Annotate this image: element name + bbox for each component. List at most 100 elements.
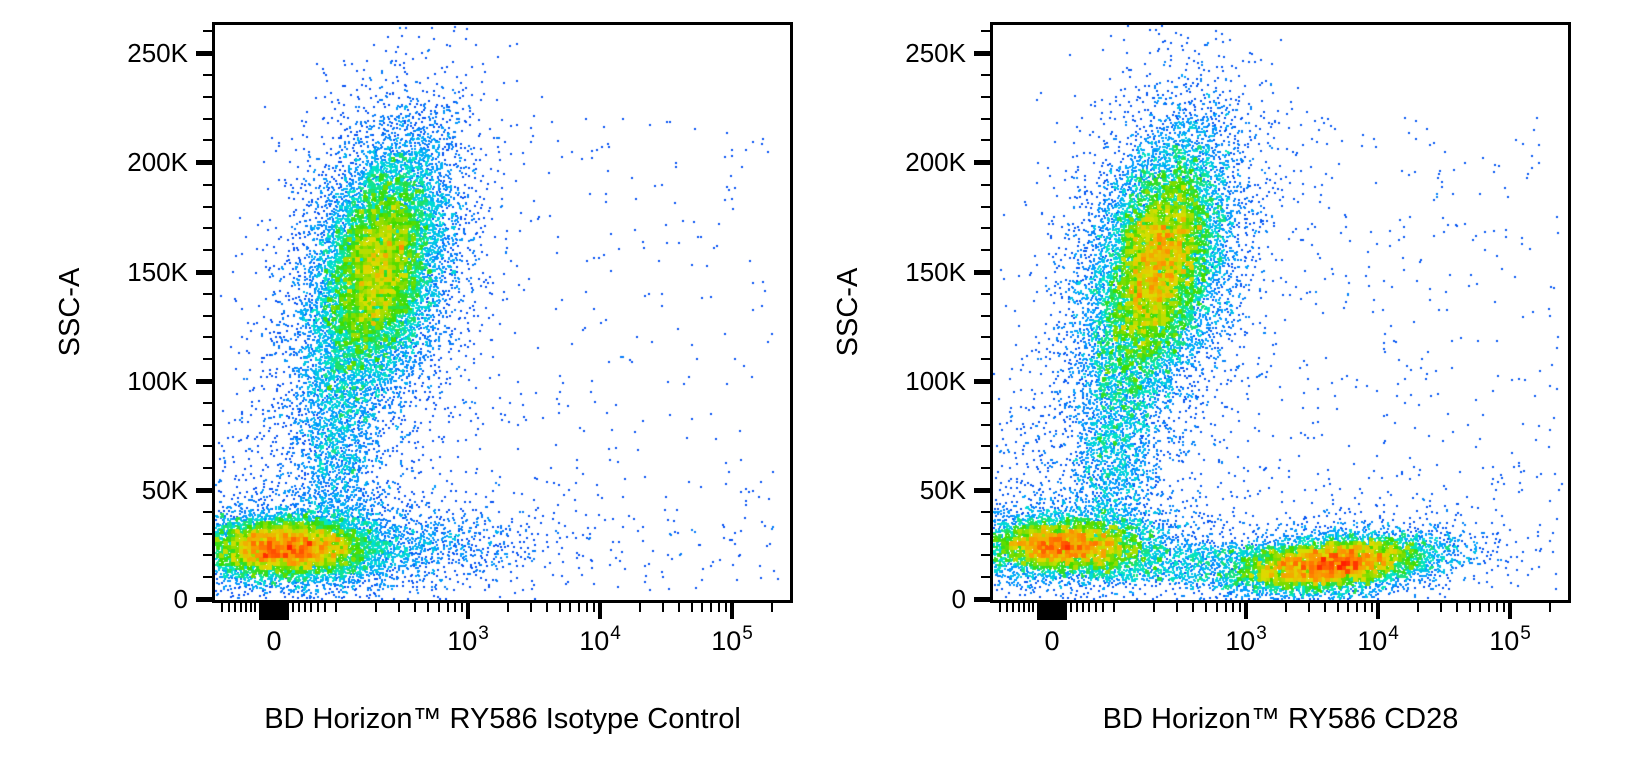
x-minor-tick: [228, 603, 230, 612]
x-minor-tick: [461, 603, 463, 612]
y-minor-tick: [203, 96, 212, 98]
x-minor-tick: [546, 603, 548, 612]
x-minor-tick: [559, 603, 561, 612]
y-minor-tick: [981, 74, 990, 76]
x-minor-tick: [1192, 603, 1194, 612]
y-minor-tick: [203, 227, 212, 229]
y-major-tick: [196, 379, 212, 384]
y-minor-tick: [203, 30, 212, 32]
x-minor-tick: [1082, 603, 1084, 612]
y-minor-tick: [981, 206, 990, 208]
x-tick-label: 0: [1044, 626, 1060, 656]
x-minor-tick: [1032, 603, 1034, 612]
y-tick-label: 0: [173, 584, 188, 614]
x-minor-tick: [999, 603, 1001, 612]
x-minor-tick: [221, 603, 223, 612]
x-minor-tick: [427, 603, 429, 612]
y-major-tick: [196, 488, 212, 493]
x-minor-tick: [725, 603, 727, 612]
y-minor-tick: [981, 554, 990, 556]
x-tick-exponent: 5: [1520, 623, 1531, 644]
y-minor-tick: [203, 184, 212, 186]
y-major-tick: [974, 379, 990, 384]
x-minor-tick: [569, 603, 571, 612]
y-tick-label: 50K: [141, 475, 188, 505]
x-tick-label: 103: [447, 623, 489, 656]
x-minor-tick: [1216, 603, 1218, 612]
x-minor-tick: [1456, 603, 1458, 612]
x-major-tick: [1508, 603, 1512, 619]
x-minor-tick: [691, 603, 693, 612]
x-minor-tick: [324, 603, 326, 612]
y-axis-title: SSC-A: [832, 267, 864, 357]
x-minor-tick: [304, 603, 306, 612]
y-major-tick: [974, 488, 990, 493]
y-axis-title: SSC-A: [54, 267, 86, 357]
y-minor-tick: [203, 139, 212, 141]
x-minor-tick: [1023, 603, 1025, 612]
x-minor-tick: [310, 603, 312, 612]
x-major-tick: [598, 603, 602, 619]
x-minor-tick: [1285, 603, 1287, 612]
y-major-tick: [196, 51, 212, 56]
x-tick-label: 0: [266, 626, 282, 656]
x-major-tick: [466, 603, 470, 619]
x-tick-exponent: 4: [1388, 623, 1399, 644]
x-minor-tick: [701, 603, 703, 612]
x-minor-tick: [1371, 603, 1373, 612]
y-minor-tick: [203, 424, 212, 426]
x-minor-tick: [639, 603, 641, 612]
x-minor-tick: [1028, 603, 1030, 612]
y-minor-tick: [203, 576, 212, 578]
x-minor-tick: [1205, 603, 1207, 612]
y-tick-label: 200K: [127, 147, 188, 177]
y-major-tick: [196, 270, 212, 275]
x-minor-tick: [593, 603, 595, 612]
x-minor-tick: [254, 603, 256, 612]
x-major-tick: [1244, 603, 1248, 619]
y-tick-label: 150K: [127, 257, 188, 287]
scatter-canvas: [993, 25, 1568, 600]
x-minor-tick: [1070, 603, 1072, 612]
x-minor-tick: [250, 603, 252, 612]
y-minor-tick: [203, 118, 212, 120]
y-minor-tick: [981, 445, 990, 447]
x-minor-tick: [1102, 603, 1104, 612]
x-minor-tick: [335, 603, 337, 612]
x-zero-tick-block: [1037, 603, 1067, 620]
x-axis-title: BD Horizon™ RY586 Isotype Control: [264, 703, 741, 735]
x-tick-label: 104: [1357, 623, 1399, 656]
y-major-tick: [974, 597, 990, 602]
x-minor-tick: [1503, 603, 1505, 612]
x-tick-label: 104: [579, 623, 621, 656]
y-minor-tick: [203, 402, 212, 404]
scatter-canvas: [215, 25, 790, 600]
x-minor-tick: [1076, 603, 1078, 612]
x-tick-label: 103: [1225, 623, 1267, 656]
y-minor-tick: [981, 96, 990, 98]
y-minor-tick: [981, 424, 990, 426]
x-tick-label: 105: [711, 623, 753, 656]
x-minor-tick: [245, 603, 247, 612]
y-minor-tick: [203, 206, 212, 208]
x-minor-tick: [1232, 603, 1234, 612]
x-minor-tick: [718, 603, 720, 612]
x-minor-tick: [298, 603, 300, 612]
x-minor-tick: [317, 603, 319, 612]
y-minor-tick: [981, 30, 990, 32]
x-tick-label: 105: [1489, 623, 1531, 656]
y-tick-label: 0: [951, 584, 966, 614]
y-minor-tick: [203, 249, 212, 251]
x-minor-tick: [1440, 603, 1442, 612]
y-tick-label: 100K: [905, 366, 966, 396]
y-major-tick: [974, 51, 990, 56]
x-minor-tick: [1347, 603, 1349, 612]
x-minor-tick: [454, 603, 456, 612]
x-minor-tick: [771, 603, 773, 612]
y-minor-tick: [981, 511, 990, 513]
x-minor-tick: [1088, 603, 1090, 612]
x-minor-tick: [1308, 603, 1310, 612]
x-minor-tick: [1488, 603, 1490, 612]
y-minor-tick: [981, 293, 990, 295]
y-minor-tick: [981, 358, 990, 360]
